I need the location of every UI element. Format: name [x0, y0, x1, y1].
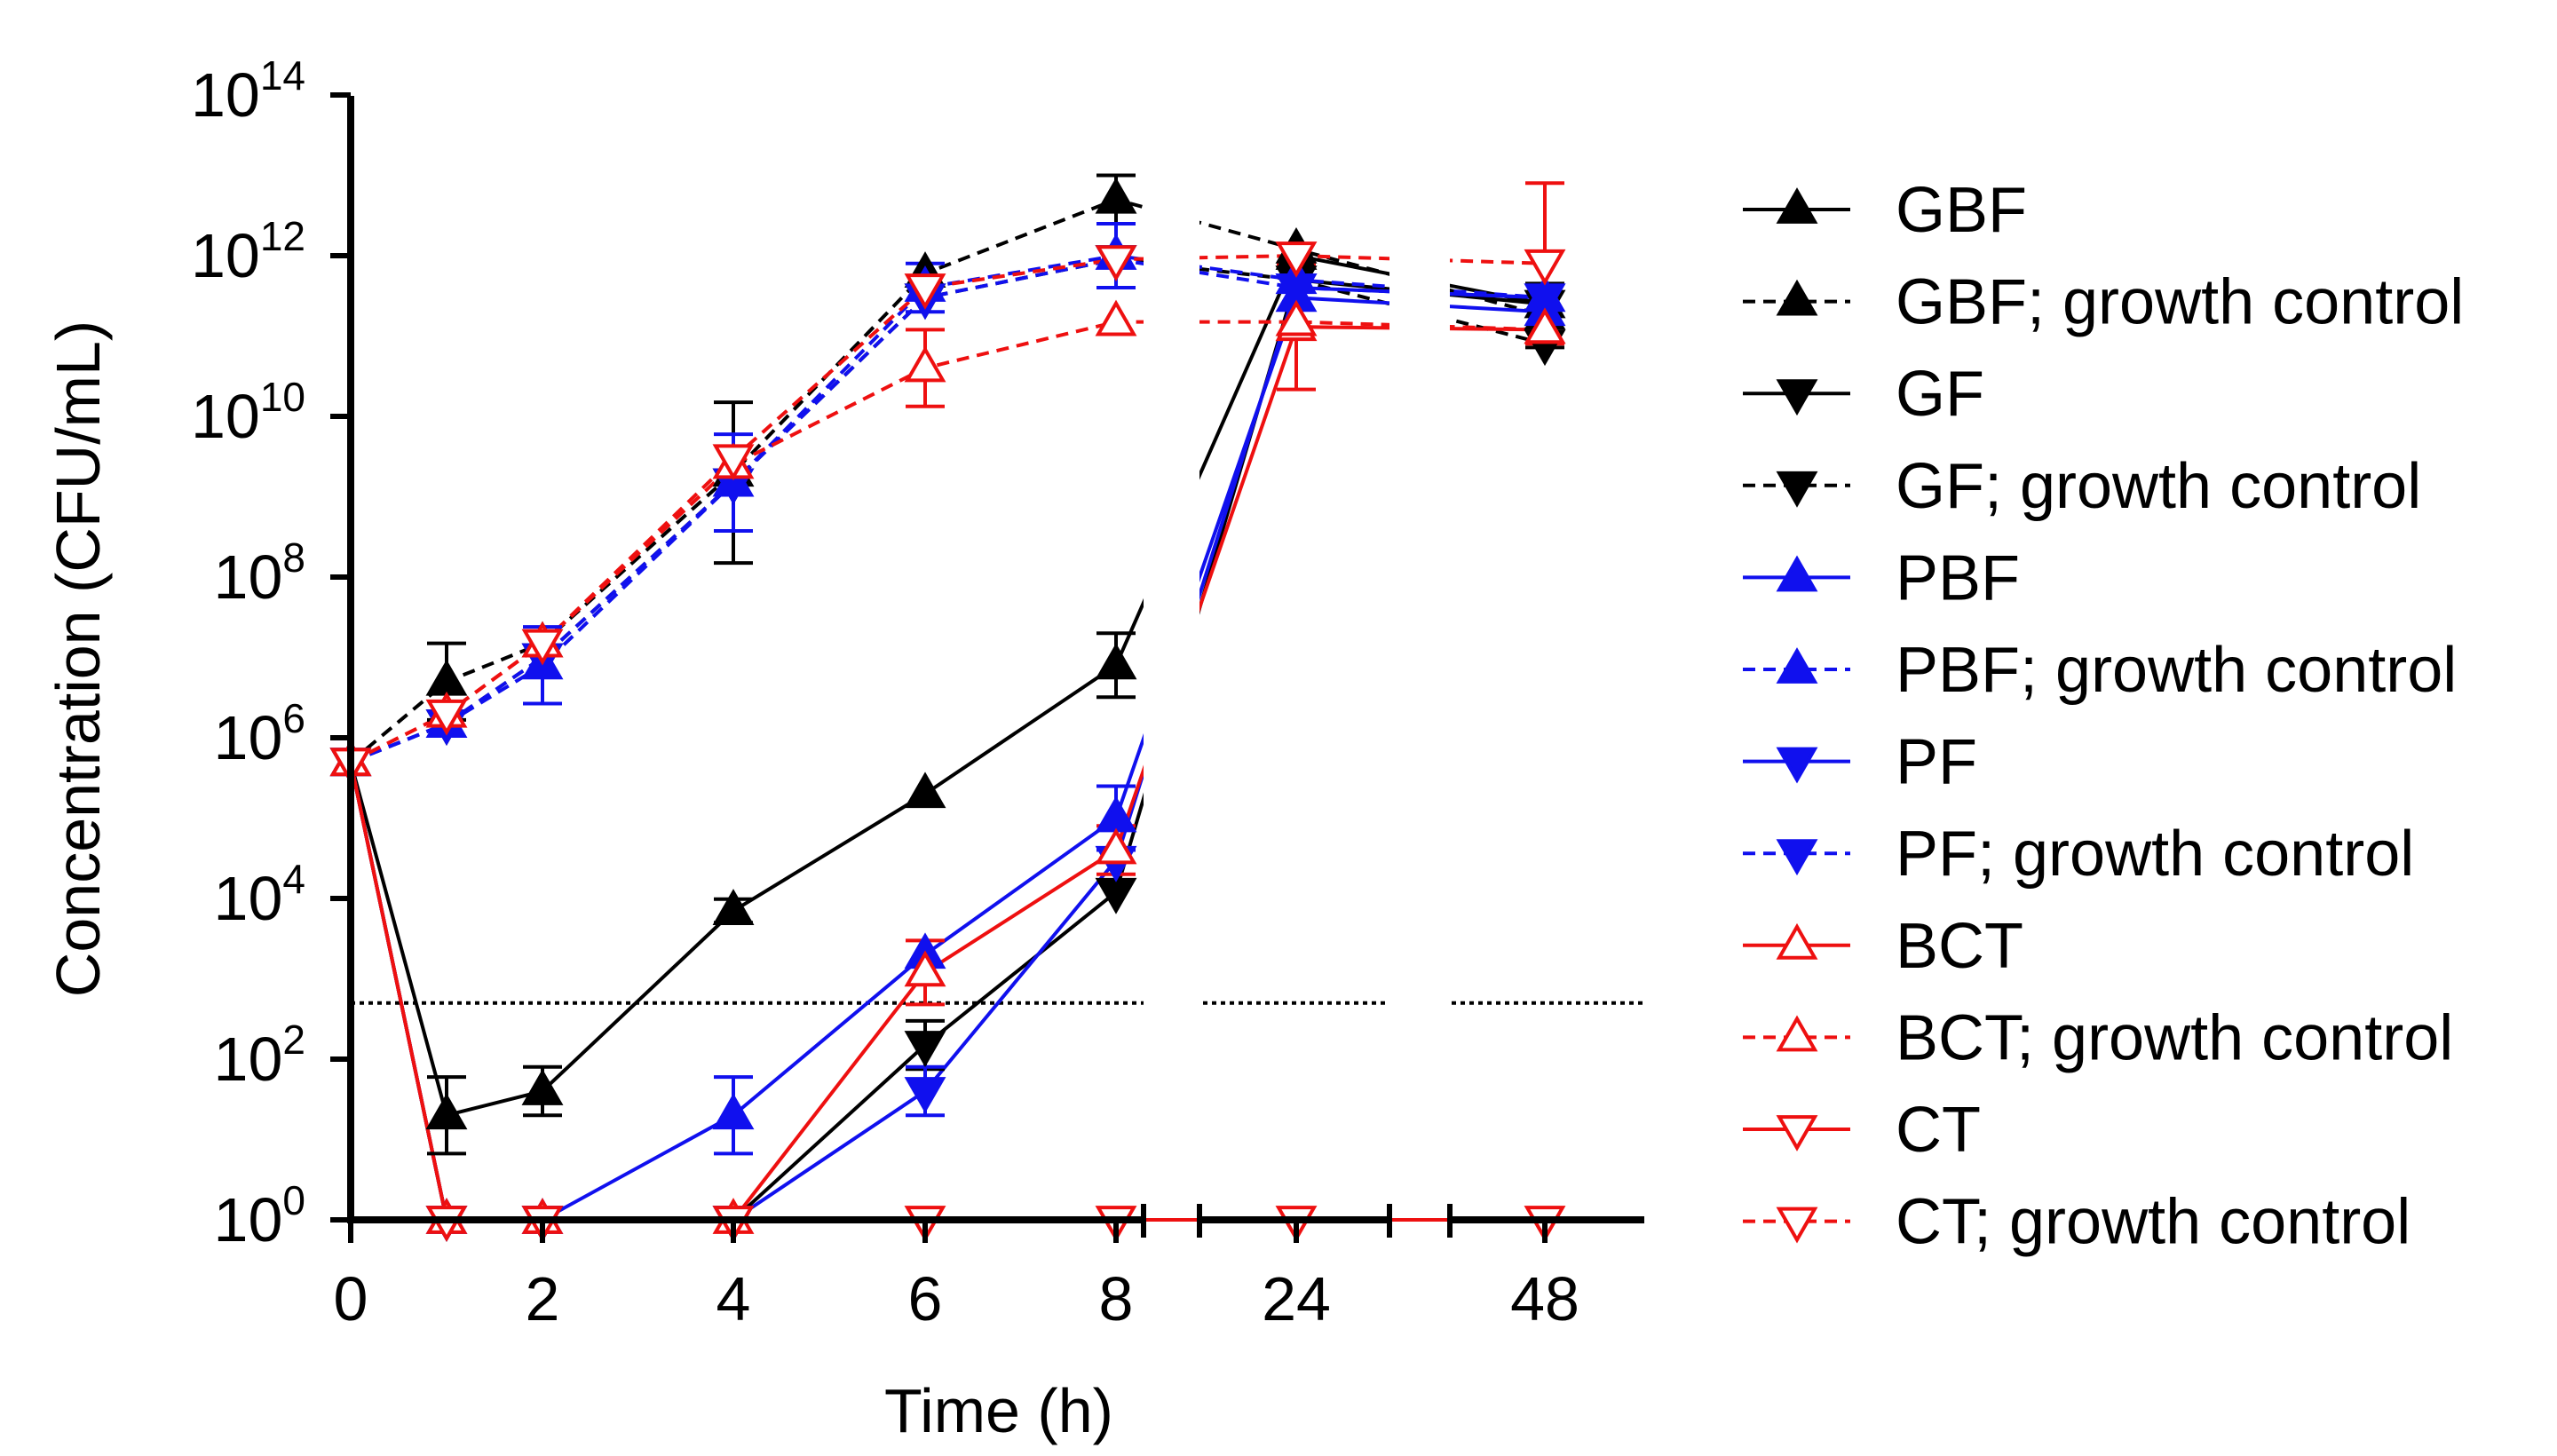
y-tick-exponent-5: 10	[260, 374, 305, 420]
legend-marker-5	[1779, 651, 1815, 682]
data-point-0-5	[1098, 646, 1134, 677]
y-tick-exponent-3: 6	[282, 695, 305, 741]
data-point-0-4	[907, 775, 943, 806]
x-tick-label-3: 6	[908, 1264, 943, 1333]
y-tick-label-6: 1012	[191, 213, 305, 290]
legend-label-7: PF; growth control	[1896, 819, 2414, 890]
series-line-6	[351, 288, 1545, 1220]
y-tick-exponent-1: 2	[282, 1017, 305, 1063]
legend-marker-4	[1779, 559, 1815, 590]
data-point-4-3	[716, 1096, 751, 1128]
legend-marker-9	[1779, 1019, 1815, 1050]
legend-label-1: GBF; growth control	[1896, 267, 2464, 338]
series-line-7	[351, 259, 1545, 762]
plot-markers	[333, 181, 1563, 1238]
axis-break-gap	[1389, 133, 1450, 1216]
legend-marker-7	[1779, 841, 1815, 872]
series-line-10	[351, 762, 1545, 1220]
legend-label-3: GF; growth control	[1896, 451, 2421, 522]
y-tick-label-4: 108	[214, 534, 305, 612]
data-point-1-1	[429, 663, 464, 694]
data-point-9-5	[1098, 304, 1134, 335]
x-tick-label-0: 0	[334, 1264, 368, 1333]
x-tick-label-1: 2	[526, 1264, 560, 1333]
x-tick-label-4: 8	[1099, 1264, 1134, 1333]
y-tick-label-0: 100	[214, 1177, 305, 1254]
data-point-6-4	[907, 1079, 943, 1110]
y-tick-label-7: 1014	[191, 52, 305, 130]
series-line-0	[351, 256, 1545, 1115]
data-point-1-5	[1098, 181, 1134, 212]
legend-marker-0	[1779, 191, 1815, 222]
y-tick-label-1: 102	[214, 1017, 305, 1094]
x-tick-label-6: 48	[1510, 1264, 1579, 1333]
legend-label-2: GF	[1896, 359, 1984, 430]
x-tick-label-2: 4	[716, 1264, 751, 1333]
y-tick-exponent-0: 0	[282, 1177, 305, 1223]
series-line-11	[351, 256, 1545, 762]
legend-label-0: GBF	[1896, 175, 2027, 246]
legend-marker-2	[1779, 381, 1815, 412]
legend-marker-3	[1779, 473, 1815, 504]
legend: GBF GBF; growth control GF GF; growth contr…	[1743, 175, 2464, 1258]
y-axis-title: Concentration (CFU/mL)	[44, 320, 113, 997]
data-point-11-7	[1527, 251, 1563, 282]
legend-marker-1	[1779, 283, 1815, 314]
series-line-3	[351, 259, 1545, 762]
x-axis-title: Time (h)	[884, 1376, 1113, 1445]
y-tick-label-5: 1010	[191, 374, 305, 451]
chart: 1001021041061081010101210140 2 4 6 8 24 48 GBF…	[0, 0, 2557, 1456]
series-line-4	[351, 297, 1545, 1220]
y-tick-exponent-7: 14	[260, 52, 305, 99]
data-point-0-3	[716, 892, 751, 923]
y-tick-exponent-4: 8	[282, 534, 305, 581]
y-tick-label-2: 104	[214, 856, 305, 933]
y-tick-exponent-6: 12	[260, 213, 305, 259]
legend-label-5: PBF; growth control	[1896, 635, 2457, 706]
series-line-2	[351, 280, 1545, 1220]
series-line-5	[351, 256, 1545, 762]
series-line-8	[351, 327, 1545, 1220]
data-point-2-4	[907, 1033, 943, 1064]
legend-marker-8	[1779, 927, 1815, 958]
legend-label-6: PF	[1896, 727, 1977, 798]
legend-marker-11	[1779, 1209, 1815, 1240]
legend-marker-10	[1779, 1117, 1815, 1148]
legend-label-4: PBF	[1896, 542, 2020, 613]
data-point-2-5	[1098, 880, 1134, 911]
legend-label-8: BCT	[1896, 911, 2023, 982]
series-line-9	[351, 322, 1545, 763]
y-tick-label-3: 106	[214, 695, 305, 772]
axis-break-gap	[1144, 133, 1199, 1216]
legend-label-11: CT; growth control	[1896, 1187, 2411, 1258]
legend-label-9: BCT; growth control	[1896, 1002, 2453, 1073]
y-tick-exponent-2: 4	[282, 856, 305, 902]
legend-marker-6	[1779, 749, 1815, 780]
x-tick-label-5: 24	[1262, 1264, 1331, 1333]
legend-label-10: CT	[1896, 1095, 1981, 1166]
